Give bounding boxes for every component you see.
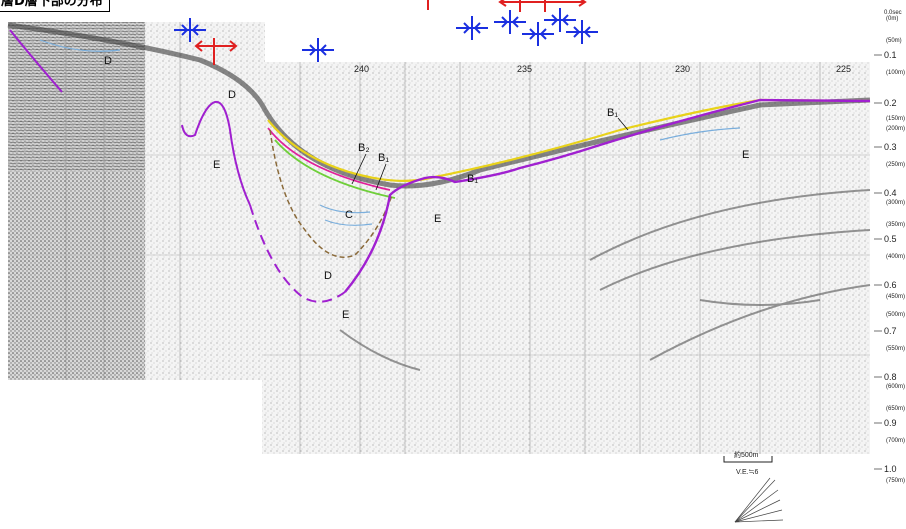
unit-label-e: E [434, 213, 441, 225]
time-tick-08: 0.8 [884, 372, 897, 382]
depth-label-700: (700m) [886, 438, 905, 444]
depth-label-650: (650m) [886, 406, 905, 412]
depth-label-450: (450m) [886, 294, 905, 300]
time-tick-01: 0.1 [884, 50, 897, 60]
depth-label-0: (0m) [886, 16, 898, 22]
depth-label-300: (300m) [886, 200, 905, 206]
depth-label-200: (200m) [886, 126, 905, 132]
anticline-icon [544, 8, 576, 32]
anticline-symbols [174, 8, 598, 62]
timing-lines [8, 154, 870, 356]
depth-label-350: (350m) [886, 222, 905, 228]
time-tick-05: 0.5 [884, 234, 897, 244]
unit-label-e: E [742, 149, 749, 161]
dip-fan [734, 477, 784, 523]
depth-label-500: (500m) [886, 312, 905, 318]
time-tick-09: 0.9 [884, 418, 897, 428]
distance-tick-225: 225 [836, 64, 851, 74]
main-panel [262, 62, 870, 454]
unit-label-b1: B₁ [467, 173, 478, 185]
purple-boundary-mid [181, 100, 251, 206]
time-tick-03: 0.3 [884, 142, 897, 152]
mid-panel [145, 22, 265, 380]
depth-label-50: (50m) [886, 38, 902, 44]
brown-dashed-boundary [269, 129, 393, 258]
purple-boundary-main [344, 98, 871, 293]
purple-dashed-trough [249, 204, 346, 303]
anticline-icon [494, 10, 526, 34]
unit-label-d: D [324, 270, 332, 282]
label-leaders [351, 117, 629, 191]
scale-bar-label: 約500m [734, 450, 759, 459]
time-tick-10: 1.0 [884, 464, 897, 474]
depth-label-400: (400m) [886, 254, 905, 260]
time-tick-07: 0.7 [884, 326, 897, 336]
unit-label-e: E [213, 159, 220, 171]
purple-boundary-left [9, 29, 63, 93]
depth-label-150: (150m) [886, 116, 905, 122]
yellow-horizon [267, 98, 871, 182]
axis-ticks [874, 54, 882, 470]
vertical-exaggeration-label: V.E.≒6 [736, 469, 758, 476]
depth-label-600: (600m) [886, 384, 905, 390]
anticline-icon [174, 18, 206, 42]
depth-label-550: (550m) [886, 346, 905, 352]
distance-tick-230: 230 [675, 64, 690, 74]
unit-label-d: D [104, 55, 112, 67]
seismic-background [7, 22, 871, 454]
figure-title: 層D層下部の分布 [0, 0, 110, 12]
time-tick-06: 0.6 [884, 280, 897, 290]
anticline-icon [566, 20, 598, 44]
scale-bar: 約500m V.E.≒6 [723, 450, 784, 523]
anticline-icon [456, 16, 488, 40]
anticline-icon [302, 38, 334, 62]
unit-label-b2: B₂ [358, 142, 370, 154]
unit-label-e: E [342, 309, 349, 321]
trace-lines [65, 22, 821, 454]
unit-label-c: C [345, 209, 353, 221]
time-tick-04: 0.4 [884, 188, 897, 198]
depth-label-100: (100m) [886, 70, 905, 76]
time-depth-axis: 0.0sec (0m) (50m) 0.1 (100m) 0.2 (150m) … [874, 10, 905, 484]
magenta-horizon [267, 127, 391, 191]
distance-axis: 240 235 230 225 [354, 64, 851, 74]
green-horizon [274, 139, 396, 199]
seafloor-band [7, 22, 871, 189]
lightblue-reflectors [39, 39, 741, 226]
unit-label-b1: B₁ [607, 107, 618, 119]
fault-arrows [194, 0, 587, 65]
depth-label-250: (250m) [886, 162, 905, 168]
unit-labels: D D D E E E E C B₂ B₁ B₁ B₁ [104, 55, 749, 321]
left-streak-overlay [8, 22, 145, 172]
unit-label-b1: B₁ [378, 152, 389, 164]
anticline-icon [522, 22, 554, 46]
distance-tick-235: 235 [517, 64, 532, 74]
depth-top-label: 0.0sec [884, 10, 902, 16]
depth-label-750: (750m) [886, 478, 905, 484]
interpretation-lines [9, 29, 871, 303]
deep-reflectors [339, 189, 871, 371]
time-tick-02: 0.2 [884, 98, 897, 108]
distance-tick-240: 240 [354, 64, 369, 74]
unit-label-d: D [228, 89, 236, 101]
